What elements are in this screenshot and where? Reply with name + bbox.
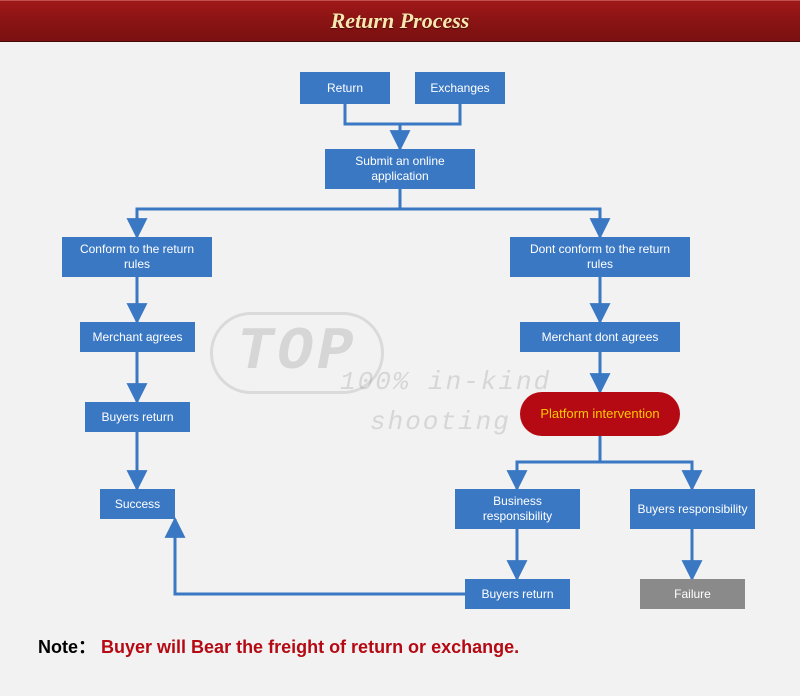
flowchart-canvas: TOP 100% in-kind shooting Return Exchange… xyxy=(0,42,800,667)
node-success: Success xyxy=(100,489,175,519)
node-buyers_resp: Buyers responsibility xyxy=(630,489,755,529)
node-dont_conform: Dont conform to the return rules xyxy=(510,237,690,277)
node-exchanges: Exchanges xyxy=(415,72,505,104)
footer-note-text: Buyer will Bear the freight of return or… xyxy=(101,637,519,657)
node-merchant_agrees: Merchant agrees xyxy=(80,322,195,352)
node-conform: Conform to the return rules xyxy=(62,237,212,277)
footer-note-label: Note： xyxy=(38,637,96,657)
header-title: Return Process xyxy=(331,8,470,34)
watermark-top: TOP xyxy=(210,312,384,394)
node-return: Return xyxy=(300,72,390,104)
footer-note: Note： Buyer will Bear the freight of ret… xyxy=(38,633,519,659)
node-buyers_return_right: Buyers return xyxy=(465,579,570,609)
node-business_resp: Business responsibility xyxy=(455,489,580,529)
watermark-line1: 100% in-kind xyxy=(340,367,551,397)
node-buyers_return_left: Buyers return xyxy=(85,402,190,432)
node-platform: Platform intervention xyxy=(520,392,680,436)
node-failure: Failure xyxy=(640,579,745,609)
node-merchant_dont: Merchant dont agrees xyxy=(520,322,680,352)
node-submit: Submit an online application xyxy=(325,149,475,189)
watermark-line2: shooting xyxy=(370,407,511,437)
flowchart-edges xyxy=(0,42,800,667)
header-banner: Return Process xyxy=(0,0,800,42)
